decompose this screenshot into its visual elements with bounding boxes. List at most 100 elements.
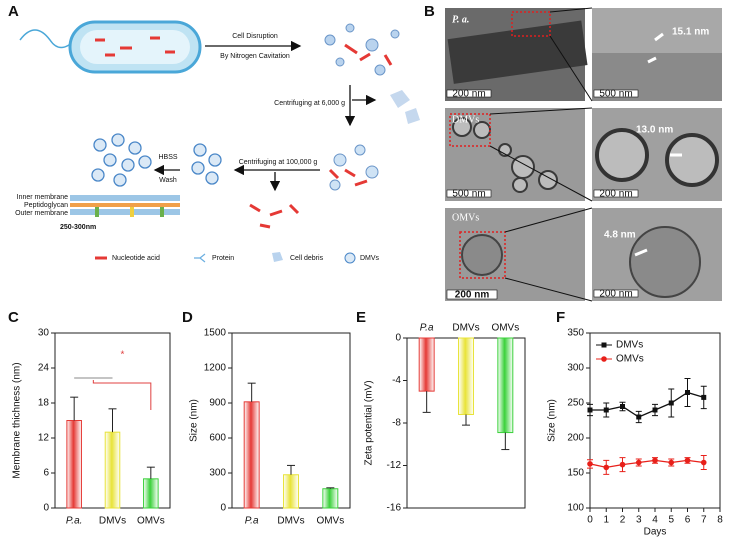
y-tick-label: 18 (38, 398, 50, 409)
y-tick-label: 350 (567, 328, 584, 339)
series-line (590, 391, 704, 418)
legend-text: DMVs (616, 340, 643, 351)
error-bar (146, 466, 155, 479)
legend-text: Nucleotide acid (112, 255, 160, 262)
sample-name: OMVs (452, 212, 479, 223)
thickness-label: 15.1 nm (672, 27, 709, 38)
y-tick-label: 300 (209, 468, 226, 479)
marker (652, 457, 658, 464)
sample-name: DMVs (452, 114, 479, 125)
y-tick-label: 0 (220, 503, 226, 514)
step-text: Centrifuging at 6,000 g (274, 100, 345, 107)
error-bar (462, 414, 470, 426)
x-tick-label: OMVs (316, 516, 344, 527)
marker (684, 457, 691, 464)
scale-bar: 200 nm (599, 189, 632, 200)
scale-bar: 200 nm (599, 289, 632, 300)
y-tick-label: -4 (392, 375, 401, 386)
error-bar (247, 382, 256, 402)
significance: * (121, 350, 125, 361)
flagellum (19, 29, 76, 49)
x-axis-label: Days (644, 527, 667, 538)
y-tick-label: 1500 (204, 328, 227, 339)
dmvs (329, 144, 379, 191)
x-tick-label: OMVs (137, 516, 165, 527)
bar (243, 401, 260, 509)
x-tick-label: P.a. (66, 516, 83, 527)
legend-marker (601, 342, 607, 348)
marker (635, 459, 642, 466)
y-tick-label: 6 (43, 468, 49, 479)
layer-label: Peptidoglycan (24, 202, 68, 209)
y-tick-label: 30 (38, 328, 50, 339)
thickness-label: 4.8 nm (604, 230, 636, 241)
dna (95, 36, 175, 57)
y-tick-label: 0 (43, 503, 49, 514)
scale-bar: 500 nm (452, 189, 485, 200)
y-axis-label: Membrane thichness (nm) (12, 362, 23, 478)
y-tick-label: 150 (567, 468, 584, 479)
y-tick-label: 1200 (204, 363, 227, 374)
error-bar (70, 396, 79, 421)
bar (143, 478, 159, 509)
marker (668, 459, 675, 466)
marker (587, 407, 593, 413)
step-text: By Nitrogen Cavitation (220, 53, 290, 60)
layer-label: Outer membrane (15, 210, 68, 217)
step-text: Centrifuging at 100,000 g (239, 159, 318, 166)
bracket (92, 380, 152, 410)
y-tick-label: -12 (387, 460, 402, 471)
y-tick-label: 200 (567, 433, 584, 444)
marker (619, 461, 626, 468)
marker (603, 407, 609, 413)
step-text: Cell Disruption (232, 33, 278, 40)
y-tick-label: 600 (209, 433, 226, 444)
legend-marker (601, 356, 607, 362)
bar (283, 474, 299, 509)
y-axis-label: Zeta potential (mV) (364, 380, 375, 465)
dmvs-pellet (91, 133, 222, 187)
marker (620, 404, 625, 409)
micrographs: P. a. 15.1 nm DMVs 13.0 nm OMVs 4.8 nm 2… (445, 7, 722, 302)
diagram: Cell Disruption By Nitrogen Cavitation C… (15, 20, 420, 264)
sample-name: P. a. (452, 14, 469, 25)
panel-label: A (8, 3, 19, 20)
membrane (70, 195, 180, 217)
y-tick-label: 12 (38, 433, 50, 444)
thickness-label: 13.0 nm (636, 125, 673, 136)
step-text: HBSS (158, 154, 177, 161)
panel-label: F (556, 309, 565, 326)
x-tick-label: DMVs (99, 516, 126, 527)
marker (652, 407, 658, 413)
panel-label: D (182, 309, 193, 326)
x-tick-label: P.a (420, 323, 434, 334)
x-tick-label: DMVs (277, 516, 304, 527)
bar (66, 420, 82, 509)
x-tick-label: 2 (620, 515, 626, 526)
y-axis-label: Size (nm) (189, 399, 200, 442)
x-tick-label: DMVs (452, 323, 479, 334)
debris (390, 90, 420, 124)
cytoplasm (80, 30, 190, 64)
x-tick-label: 5 (668, 515, 674, 526)
error-bar (326, 487, 335, 489)
layer-label: Inner membrane (17, 194, 68, 201)
x-tick-label: 3 (636, 515, 642, 526)
panel-label: B (424, 3, 435, 20)
x-tick-label: 6 (685, 515, 691, 526)
scale-bar: 200 nm (455, 290, 490, 301)
y-tick-label: 100 (567, 503, 584, 514)
marker (636, 414, 642, 420)
error-bar (108, 408, 117, 433)
error-bar (422, 391, 431, 413)
legend-text: OMVs (616, 354, 644, 365)
y-tick-label: 24 (38, 363, 50, 374)
y-tick-label: 300 (567, 363, 584, 374)
y-tick-label: -8 (392, 418, 401, 429)
y-tick-label: 900 (209, 398, 226, 409)
bar (497, 337, 514, 434)
x-tick-label: 0 (587, 515, 593, 526)
error-bar (501, 432, 510, 451)
bar (458, 337, 474, 415)
